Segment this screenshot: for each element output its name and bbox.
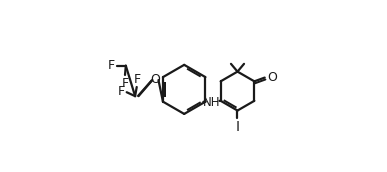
Text: O: O <box>268 71 277 84</box>
Text: NH: NH <box>203 96 221 109</box>
Text: F: F <box>122 77 128 90</box>
Text: F: F <box>108 59 115 72</box>
Text: I: I <box>236 120 240 134</box>
Text: F: F <box>134 73 141 86</box>
Text: O: O <box>151 73 160 86</box>
Text: F: F <box>118 85 125 98</box>
